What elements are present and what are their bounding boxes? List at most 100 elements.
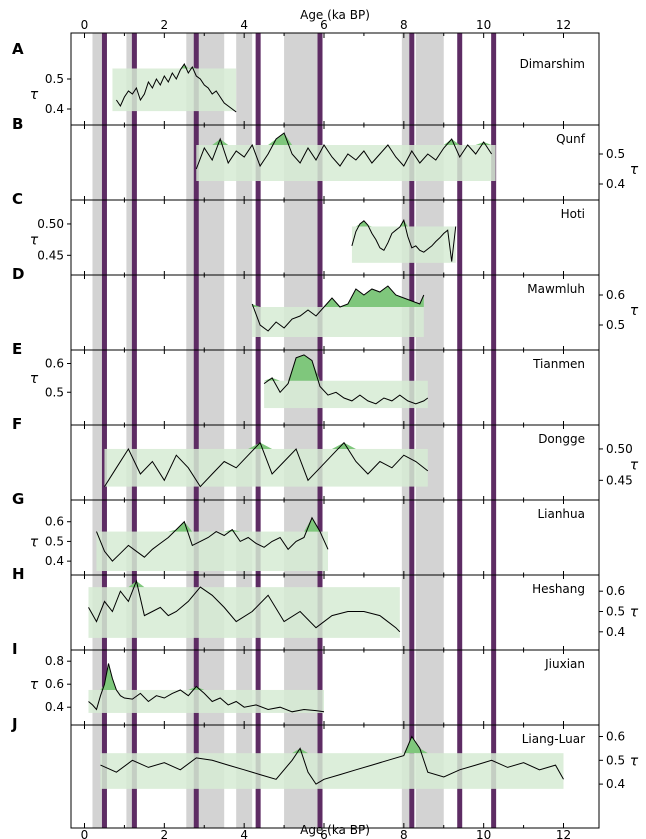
x-tick-label-bottom: 4 [240, 828, 248, 839]
gray-band-2 [186, 33, 195, 828]
y-tick-label: 0.6 [606, 288, 625, 302]
panel-letter: A [12, 40, 24, 58]
series-line-jiuxian [88, 663, 325, 713]
y-tick-label: 0.6 [45, 357, 64, 371]
y-tick-label: 0.50 [606, 442, 633, 456]
y-tick-label: 0.45 [37, 248, 64, 262]
panel-name: Qunf [556, 132, 586, 146]
panel-letter: J [11, 715, 18, 733]
x-axis-top: 0 2 4 6 8 10 12 [81, 18, 571, 38]
exceedance-fill [128, 581, 145, 588]
x-axis-label-top: Age (ka BP) [300, 8, 370, 22]
panel-letter: I [12, 640, 18, 658]
y-axis-label: τ [630, 162, 639, 178]
x-tick-label-top: 4 [240, 18, 248, 32]
panel-g: G Lianhua 0.4 0.5 0.6 τ [12, 490, 599, 571]
y-tick-label: 0.6 [606, 730, 625, 744]
y-tick-label: 0.6 [606, 584, 625, 598]
panel-letter: E [12, 340, 22, 358]
series-line-heshang [88, 579, 401, 633]
series-line-dongge [104, 441, 429, 488]
panel-name: Jiuxian [544, 657, 585, 671]
y-axis-label: τ [630, 458, 639, 474]
y-tick-label: 0.5 [45, 385, 64, 399]
panels-layer: ADimarshim0.40.5τBQunf0.40.5τCHoti0.450.… [11, 40, 639, 791]
y-tick-label: 0.5 [45, 72, 64, 86]
panel-d: D Mawmluh 0.5 0.6 τ [12, 265, 639, 337]
x-tick-label-bottom: 6 [320, 828, 328, 839]
gray-band-1 [126, 33, 135, 828]
exceedance-fill [292, 736, 428, 754]
y-tick-label: 0.50 [37, 217, 64, 231]
gray-band-0 [92, 33, 103, 828]
panel-range-box [252, 307, 424, 337]
y-axis-label: τ [30, 677, 39, 693]
y-tick-label: 0.4 [45, 700, 64, 714]
panel-c: C Hoti 0.45 0.50 τ [12, 190, 599, 263]
exceedance-fill [252, 286, 424, 307]
y-tick-label: 0.4 [606, 777, 625, 791]
y-axis-label: τ [30, 233, 39, 249]
panel-e: E Tianmen 0.5 0.6 τ [12, 340, 599, 409]
x-tick-label-top: 8 [400, 18, 408, 32]
gray-band-6 [401, 33, 410, 828]
exceedance-fill [100, 663, 205, 690]
series-line-liang-luar [100, 735, 564, 785]
panel-range-box [88, 587, 400, 638]
y-tick-label: 0.5 [606, 147, 625, 161]
y-tick-label: 0.5 [606, 753, 625, 767]
panel-range-box [196, 145, 496, 181]
series-line-qunf [195, 132, 493, 170]
panel-f: F Dongge 0.45 0.50 τ [12, 415, 639, 488]
y-tick-label: 0.8 [45, 654, 64, 668]
x-tick-label-bottom: 8 [400, 828, 408, 839]
plot-frame [70, 32, 600, 829]
panel-range-box [264, 380, 428, 409]
exceedance-fill [212, 133, 492, 145]
exceedance-fill [264, 354, 321, 381]
exceedance-fill [168, 517, 321, 532]
exceedance-fill [355, 220, 408, 227]
x-tick-label-top: 2 [161, 18, 169, 32]
y-axis-label: τ [630, 303, 639, 319]
panel-letter: H [12, 565, 25, 583]
panel-letter: G [12, 490, 24, 508]
panel-j: J Liang-Luar 0.4 0.5 0.6 τ [11, 715, 639, 791]
x-tick-label-top: 0 [81, 18, 89, 32]
y-tick-label: 0.4 [606, 625, 625, 639]
panel-name: Hoti [561, 207, 585, 221]
y-tick-label: 0.45 [606, 473, 633, 487]
y-axis-label: τ [30, 371, 39, 387]
frame-layer [70, 32, 600, 829]
panel-range-box [104, 448, 428, 487]
y-axis-label: τ [30, 87, 39, 103]
series-line-lianhua [96, 516, 329, 562]
y-tick-label: 0.6 [45, 677, 64, 691]
y-tick-label: 0.5 [606, 318, 625, 332]
panel-name: Dimarshim [520, 57, 585, 71]
panel-letter: B [12, 115, 23, 133]
panel-name: Dongge [538, 432, 585, 446]
series-line-hoti [351, 218, 457, 262]
x-tick-label-bottom: 2 [161, 828, 169, 839]
y-tick-label: 0.4 [45, 554, 64, 568]
panel-name: Liang-Luar [522, 732, 585, 746]
x-axis-label-bottom: Age (ka BP) [300, 823, 370, 837]
x-tick-label-bottom: 12 [556, 828, 571, 839]
panel-range-box [96, 531, 328, 571]
panel-a: A Dimarshim 0.4 0.5 τ [12, 40, 585, 116]
y-axis-label: τ [630, 753, 639, 769]
panel-range-box [88, 689, 324, 713]
panel-range-box [100, 753, 564, 789]
y-tick-label: 0.4 [45, 102, 64, 116]
y-axis-label: τ [630, 605, 639, 621]
panel-name: Tianmen [532, 357, 585, 371]
y-tick-label: 0.4 [606, 177, 625, 191]
x-tick-label-bottom: 0 [81, 828, 89, 839]
panel-name: Heshang [532, 582, 585, 596]
panel-letter: D [12, 265, 24, 283]
y-tick-label: 0.5 [45, 534, 64, 548]
panel-b: B Qunf 0.4 0.5 τ [12, 115, 639, 191]
panel-letter: F [12, 415, 22, 433]
